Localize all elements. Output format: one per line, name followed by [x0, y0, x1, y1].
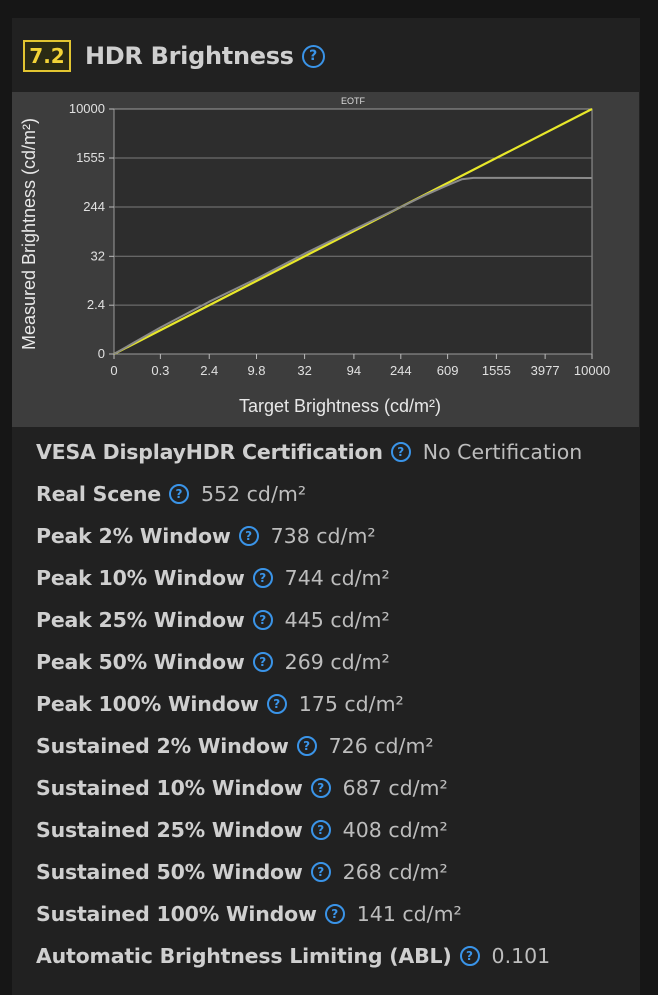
stat-label: Sustained 50% Window: [36, 860, 303, 884]
stat-row: Sustained 2% Window? 726 cd/m²: [36, 725, 582, 767]
stat-label: Peak 50% Window: [36, 650, 245, 674]
stat-row: Peak 2% Window? 738 cd/m²: [36, 515, 582, 557]
question-circle-icon[interactable]: ?: [390, 442, 411, 462]
question-circle-icon[interactable]: ?: [266, 694, 287, 714]
y-tick-label: 1555: [76, 150, 105, 165]
x-tick-label: 609: [437, 363, 459, 378]
stat-row: Real Scene? 552 cd/m²: [36, 473, 582, 515]
section-header: 7.2 HDR Brightness ?: [23, 36, 325, 76]
question-circle-icon[interactable]: ?: [252, 652, 273, 672]
y-tick-label: 32: [91, 248, 105, 263]
target-eotf-line: [113, 108, 593, 355]
chart-title: EOTF: [341, 96, 366, 106]
question-circle-icon[interactable]: ?: [324, 904, 345, 924]
stat-value: 738 cd/m²: [270, 524, 376, 548]
stats-list: VESA DisplayHDR Certification? No Certifi…: [36, 431, 582, 977]
stat-value: 141 cd/m²: [356, 902, 462, 926]
stat-label: Sustained 2% Window: [36, 734, 289, 758]
x-tick-label: 10000: [574, 363, 610, 378]
stat-value: 552 cd/m²: [201, 482, 307, 506]
stat-row: VESA DisplayHDR Certification? No Certifi…: [36, 431, 582, 473]
y-tick-label: 0: [98, 346, 105, 361]
stat-row: Sustained 10% Window? 687 cd/m²: [36, 767, 582, 809]
question-circle-icon[interactable]: ?: [296, 736, 317, 756]
stat-row: Sustained 25% Window? 408 cd/m²: [36, 809, 582, 851]
stat-value: 269 cd/m²: [284, 650, 390, 674]
question-circle-icon[interactable]: ?: [301, 44, 325, 68]
stat-value: 408 cd/m²: [342, 818, 448, 842]
stat-row: Peak 100% Window? 175 cd/m²: [36, 683, 582, 725]
score-badge: 7.2: [23, 40, 71, 72]
y-tick-label: 10000: [69, 101, 105, 116]
stat-label: Real Scene: [36, 482, 162, 506]
stat-value: 268 cd/m²: [342, 860, 448, 884]
question-circle-icon[interactable]: ?: [459, 946, 480, 966]
x-tick-label: 2.4: [200, 363, 218, 378]
x-tick-label: 1555: [482, 363, 511, 378]
stat-row: Peak 50% Window? 269 cd/m²: [36, 641, 582, 683]
stat-value: 175 cd/m²: [298, 692, 404, 716]
x-tick-label: 3977: [531, 363, 560, 378]
stat-label: Peak 2% Window: [36, 524, 231, 548]
stat-label: VESA DisplayHDR Certification: [36, 440, 383, 464]
stat-label: Sustained 10% Window: [36, 776, 303, 800]
stat-value: 0.101: [491, 944, 551, 968]
stat-row: Automatic Brightness Limiting (ABL)? 0.10…: [36, 935, 582, 977]
eotf-chart: 0 2.4 32 244 1555 10000 0 0.3 2.4 9.8 32 94 244 609 15…: [12, 92, 639, 427]
y-axis-label: Measured Brightness (cd/m²): [19, 118, 39, 350]
x-tick-label: 9.8: [247, 363, 265, 378]
stat-value: No Certification: [422, 440, 583, 464]
stat-row: Sustained 100% Window? 141 cd/m²: [36, 893, 582, 935]
stat-value: 744 cd/m²: [284, 566, 390, 590]
section-title: HDR Brightness: [85, 42, 294, 70]
x-axis-label: Target Brightness (cd/m²): [239, 396, 441, 416]
x-tick-label: 0: [110, 363, 117, 378]
stat-label: Peak 25% Window: [36, 608, 245, 632]
question-circle-icon[interactable]: ?: [169, 484, 190, 504]
x-tick-label: 94: [347, 363, 361, 378]
stat-label: Automatic Brightness Limiting (ABL): [36, 944, 452, 968]
x-tick-label: 32: [297, 363, 311, 378]
stat-value: 726 cd/m²: [328, 734, 434, 758]
stat-row: Sustained 50% Window? 268 cd/m²: [36, 851, 582, 893]
stat-label: Sustained 100% Window: [36, 902, 317, 926]
x-tick-label: 0.3: [151, 363, 169, 378]
question-circle-icon[interactable]: ?: [310, 862, 331, 882]
stat-value: 687 cd/m²: [342, 776, 448, 800]
stat-label: Peak 100% Window: [36, 692, 259, 716]
hdr-brightness-card: 7.2 HDR Brightness ? 0 2.4 32 244 1555 10000 0…: [12, 18, 640, 995]
x-tick-label: 244: [390, 363, 412, 378]
question-circle-icon[interactable]: ?: [310, 820, 331, 840]
stat-value: 445 cd/m²: [284, 608, 390, 632]
question-circle-icon[interactable]: ?: [252, 610, 273, 630]
eotf-chart-svg: 0 2.4 32 244 1555 10000 0 0.3 2.4 9.8 32 94 244 609 15…: [19, 96, 610, 416]
question-circle-icon[interactable]: ?: [310, 778, 331, 798]
y-tick-label: 244: [83, 199, 105, 214]
y-tick-label: 2.4: [87, 297, 105, 312]
measured-eotf-line: [113, 176, 593, 355]
stat-row: Peak 10% Window? 744 cd/m²: [36, 557, 582, 599]
stat-label: Sustained 25% Window: [36, 818, 303, 842]
question-circle-icon[interactable]: ?: [238, 526, 259, 546]
stat-row: Peak 25% Window? 445 cd/m²: [36, 599, 582, 641]
stat-label: Peak 10% Window: [36, 566, 245, 590]
question-circle-icon[interactable]: ?: [252, 568, 273, 588]
